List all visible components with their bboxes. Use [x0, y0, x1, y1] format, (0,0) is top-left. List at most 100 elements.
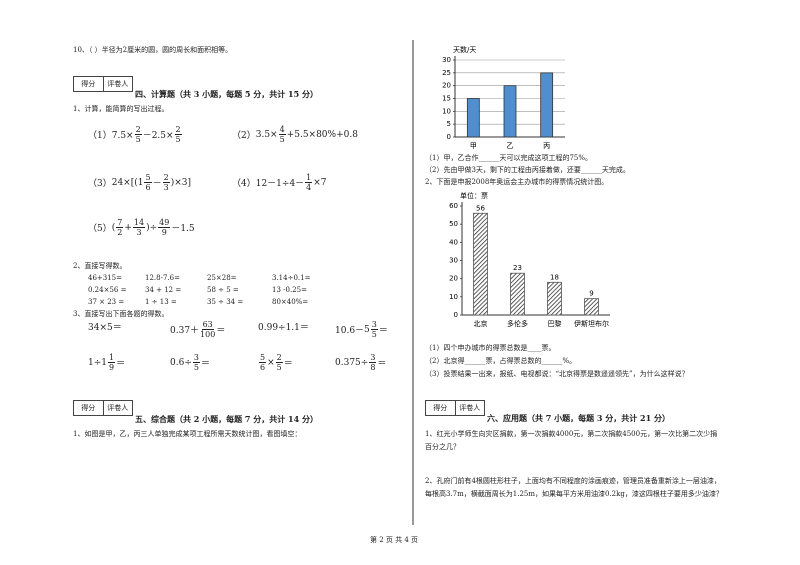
y-tick-label: 0 — [454, 311, 458, 319]
math-expression: 0.37＋ 63 100 ＝ — [170, 320, 225, 339]
math-text: ＝ — [283, 359, 293, 369]
bar — [584, 298, 599, 316]
denominator: 8 — [370, 363, 376, 372]
x-tick-label: 多伦多 — [507, 319, 528, 328]
x-tick-label: 北京 — [474, 319, 488, 328]
section-title: 四、计算题（共 3 小题，每题 5 分，共计 15 分） — [135, 89, 318, 99]
denominator: 100 — [200, 330, 216, 339]
question: （3）投票结果一出来，报纸、电视都说：“北京得票是数遥遥领先”，为什么这样说？ — [425, 370, 689, 378]
bar — [540, 72, 554, 138]
math-expression: 0.6÷ 3 5 ＝ — [170, 353, 210, 372]
math-text: 24×[( — [111, 177, 138, 188]
denominator: 3 — [163, 183, 169, 192]
question: 1、红光小学师生向灾区捐款，第一次捐款4000元，第二次捐款4500元，第一次比… — [425, 430, 718, 438]
numerator: 5 — [259, 353, 267, 363]
math-text: 34×5＝ — [88, 323, 122, 333]
x-tick-label: 丙 — [543, 142, 550, 150]
oral-item: 3.14÷0.1= — [272, 274, 311, 282]
numerator: 5 — [144, 173, 152, 183]
math-expression: 1÷ 1 1 9 ＝ — [88, 353, 125, 372]
math-text: × — [267, 357, 275, 368]
math-expression: （4）12－1÷4－ 1 4 ×7 — [232, 173, 327, 192]
math-text: 10.6－ — [335, 326, 365, 336]
denominator: 2 — [117, 228, 123, 237]
math-expression: 10.6－ 5 3 5 ＝ — [335, 320, 388, 339]
question: 1、计算，能简算的写出过程。 — [73, 105, 169, 113]
data-label: 9 — [589, 290, 593, 298]
y-tick-label: 60 — [449, 202, 458, 210]
numerator: 2 — [134, 125, 142, 135]
denominator: 5 — [135, 135, 141, 144]
denominator: 5 — [175, 135, 181, 144]
math-expression: 5 6 × 2 5 ＝ — [258, 353, 293, 372]
question: （2）北京得______票，占得票总数的______%。 — [425, 357, 577, 365]
math-text: （1）7.5× — [88, 131, 134, 141]
bar — [503, 85, 517, 138]
score-label: 得分 — [81, 404, 96, 412]
math-text: 0.37＋ — [170, 326, 200, 336]
y-axis-label: 天数/天 — [453, 45, 476, 54]
question: 2、直接写得数。 — [73, 262, 127, 270]
math-expression: （2） 3.5× 4 5 +5.5×80%+0.8 — [232, 125, 358, 144]
math-text: +5.5×80%+0.8 — [286, 129, 358, 140]
y-tick-label: 25 — [442, 69, 451, 77]
question: 2、孔府门前有4根圆柱形柱子，上面均有不同程度的涂画痕迹，管理员准备重新涂上一层… — [425, 477, 721, 485]
denominator: 4 — [306, 183, 312, 192]
denominator: 5 — [279, 135, 285, 144]
mixed-number: 14 3 — [132, 218, 146, 237]
fraction: 49 9 — [158, 218, 171, 237]
oral-item: 34 + 12 = — [145, 286, 182, 294]
math-text: － — [152, 179, 162, 189]
math-text: 3.5× — [255, 129, 278, 140]
y-tick-label: 0 — [447, 133, 451, 141]
bar — [466, 98, 480, 138]
denominator: 9 — [109, 363, 115, 372]
y-tick-label: 15 — [442, 95, 451, 103]
math-expression: （5）(7 2 +14 3)÷ 49 9 －1.5 — [88, 218, 195, 237]
denominator: 6 — [145, 183, 151, 192]
math-text: －2.5× — [142, 131, 174, 141]
math-expression: （3） 24×[(1 5 6 － 2 3)×3] — [88, 173, 191, 192]
numerator: 1 — [108, 353, 116, 363]
denominator: 5 — [276, 363, 282, 372]
numerator: 3 — [192, 353, 200, 363]
y-tick-label: 5 — [447, 120, 451, 128]
oral-item: 0.24×56 = — [88, 286, 127, 294]
data-label: 56 — [476, 204, 485, 212]
whole-part: 1 — [101, 357, 108, 368]
math-text: )×3] — [170, 177, 191, 188]
math-text: ×7 — [313, 177, 327, 188]
oral-item: 25×28= — [207, 274, 237, 282]
math-text: 1÷ — [88, 357, 102, 368]
denominator: 5 — [193, 363, 199, 372]
math-expression: （1）7.5× 2 5 －2.5× 2 5 — [88, 125, 183, 144]
math-text: （5） — [88, 224, 112, 234]
question: 1、如图是甲，乙，丙三人单独完成某项工程所需天数统计图，看图填空： — [73, 430, 302, 438]
y-tick-label: 40 — [449, 238, 458, 246]
oral-item: 80×40%= — [272, 298, 309, 306]
y-tick-label: 20 — [449, 275, 458, 283]
question: （2）先由甲做3天，剩下的工程由丙接着做，还要______天完成。 — [425, 166, 630, 174]
numerator: 7 — [116, 218, 124, 228]
denominator: 3 — [136, 228, 142, 237]
denominator: 5 — [371, 330, 377, 339]
question: 3、直接写出下面各题的得数。 — [73, 310, 169, 318]
math-text: ＝ — [216, 326, 226, 336]
question: （1）四个申办城市的得票总数是____票。 — [425, 344, 556, 352]
